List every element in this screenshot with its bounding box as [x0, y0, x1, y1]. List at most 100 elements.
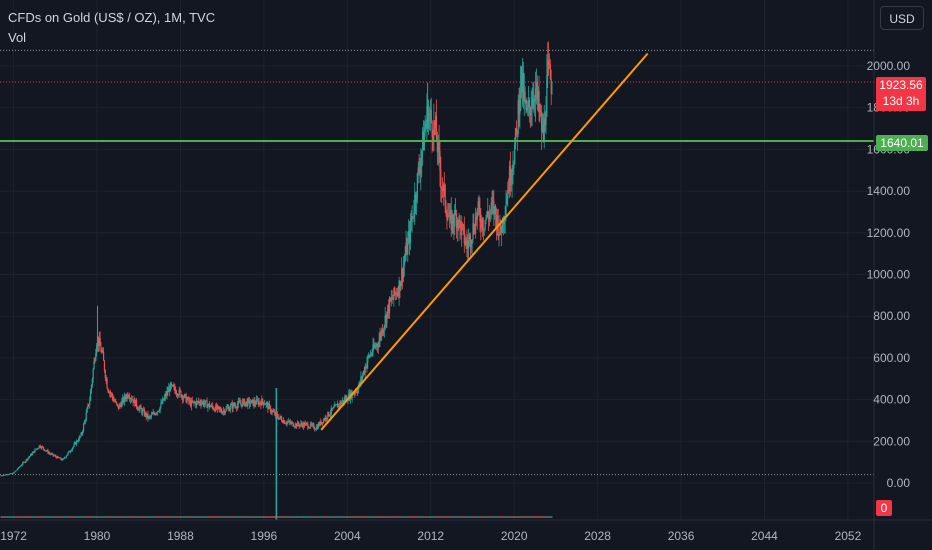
volume-bar — [178, 516, 180, 518]
candle-body — [411, 216, 413, 223]
candle-body — [122, 397, 125, 402]
volume-bar — [409, 516, 411, 518]
candle-body — [451, 213, 453, 230]
candle-body — [481, 218, 484, 231]
volume-bar — [275, 516, 277, 518]
candle-body — [536, 82, 538, 100]
candle-body — [270, 411, 272, 413]
volume-bar — [283, 516, 285, 518]
volume-bar — [459, 516, 461, 518]
volume-bar — [261, 516, 263, 518]
candle-body — [275, 412, 278, 415]
candle-body — [445, 206, 447, 214]
candle-body — [204, 400, 206, 404]
candle-body — [118, 404, 120, 409]
volume-bar — [152, 516, 154, 518]
volume-bar — [437, 516, 439, 518]
volume-bar — [200, 516, 202, 518]
volume-bar — [237, 516, 239, 518]
candle-body — [129, 398, 132, 400]
candle-body — [434, 120, 436, 128]
volume-bar — [547, 516, 549, 518]
volume-bar — [438, 516, 440, 518]
volume-bar — [45, 516, 47, 518]
candle-body — [524, 91, 526, 100]
candle-body — [311, 424, 313, 426]
volume-bar — [50, 516, 52, 518]
candle-body — [263, 404, 265, 405]
volume-bar — [521, 516, 523, 518]
volume-bar — [211, 516, 213, 518]
candle-body — [109, 392, 111, 394]
volume-bar — [37, 516, 39, 518]
candle-body — [327, 412, 329, 419]
volume-bar — [510, 516, 512, 518]
volume-bar — [282, 516, 284, 518]
volume-bar — [229, 516, 231, 518]
candle-body — [547, 59, 549, 76]
volume-bar — [83, 516, 85, 518]
volume-bar — [512, 516, 514, 518]
volume-bar — [10, 516, 12, 518]
candle-body — [500, 220, 502, 233]
price-tick-label: 1200.00 — [867, 226, 911, 240]
symbol-title[interactable]: CFDs on Gold (US$ / OZ), 1M, TVC — [8, 10, 216, 25]
volume-bar — [508, 516, 510, 518]
candle-body — [507, 189, 509, 200]
candle-body — [85, 412, 87, 421]
candle-body — [325, 416, 327, 419]
candle-body — [321, 422, 323, 425]
candle-body — [399, 280, 401, 291]
candle-body — [416, 172, 418, 199]
candle-body — [466, 240, 468, 247]
volume-bar — [343, 516, 345, 518]
candle-body — [462, 224, 465, 227]
volume-bar — [378, 516, 380, 518]
volume-bar — [306, 516, 308, 518]
volume-bar — [429, 516, 431, 518]
candle-body — [167, 390, 169, 393]
currency-unit-button[interactable]: USD — [880, 6, 924, 30]
candle-body — [80, 433, 82, 437]
volume-bar — [226, 516, 228, 518]
candle-body — [16, 468, 19, 470]
candle-body — [394, 287, 396, 294]
volume-bar — [354, 516, 356, 518]
candle-body — [465, 240, 467, 244]
volume-bar — [350, 516, 352, 518]
volume-bar — [520, 516, 522, 518]
time-tick-label: 2044 — [751, 529, 778, 543]
time-tick-label: 2036 — [668, 529, 695, 543]
support-level-tag[interactable]: 1640.01 — [876, 135, 928, 151]
volume-bar — [484, 516, 486, 518]
volume-bar — [145, 516, 147, 518]
volume-bar — [449, 516, 451, 518]
candle-body — [461, 224, 464, 225]
candle-body — [107, 388, 109, 392]
candle-body — [528, 100, 531, 108]
volume-bar — [153, 516, 155, 518]
candle-body — [143, 409, 146, 416]
candle-body — [473, 223, 475, 232]
volume-bar — [441, 516, 443, 518]
volume-bar — [219, 516, 221, 518]
candle-body — [229, 405, 232, 409]
candle-body — [446, 213, 448, 220]
candle-body — [10, 473, 13, 474]
volume-bar — [86, 516, 88, 518]
candle-body — [231, 403, 233, 409]
volume-bar — [393, 516, 395, 518]
candle-body — [127, 394, 129, 398]
volume-bar — [38, 516, 40, 518]
candle-body — [491, 202, 493, 204]
candle-body — [216, 405, 219, 410]
volume-bar — [387, 516, 389, 518]
candle-body — [104, 370, 106, 379]
volume-bar — [528, 516, 530, 518]
chart-legend: CFDs on Gold (US$ / OZ), 1M, TVC Vol — [8, 8, 215, 48]
candle-body — [381, 329, 383, 337]
candle-body — [149, 416, 151, 418]
volume-label[interactable]: Vol — [8, 30, 27, 45]
volume-bar — [408, 516, 410, 518]
